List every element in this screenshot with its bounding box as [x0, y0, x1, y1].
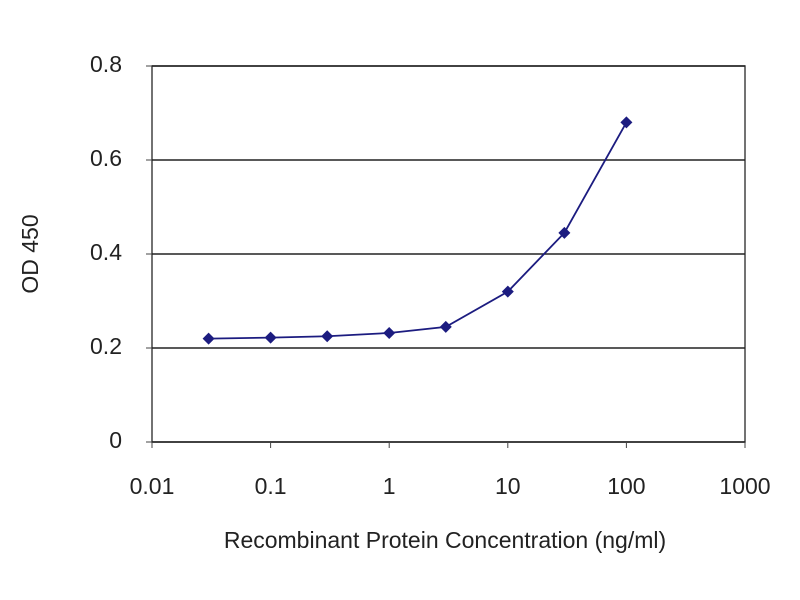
y-tick-label: 0: [109, 427, 122, 453]
series-line: [208, 121, 628, 340]
y-axis-label: OD 450: [17, 214, 43, 293]
data-point: [501, 285, 514, 298]
x-tick-label: 0.01: [130, 473, 175, 499]
y-tick-label: 0.6: [90, 145, 122, 171]
y-tick-label: 0.4: [90, 239, 122, 265]
y-tick-label: 0.8: [90, 51, 122, 77]
x-tick-label: 1: [383, 473, 396, 499]
x-tick-label: 1000: [719, 473, 770, 499]
y-tick-label: 0.2: [90, 333, 122, 359]
data-point: [264, 331, 277, 344]
data-point: [558, 226, 571, 239]
data-point: [321, 330, 334, 343]
x-tick-label: 10: [495, 473, 521, 499]
data-point: [620, 116, 633, 129]
x-tick-label: 100: [607, 473, 645, 499]
data-point: [383, 326, 396, 339]
data-point: [202, 332, 215, 345]
x-axis-label: Recombinant Protein Concentration (ng/ml…: [224, 527, 666, 553]
data-point: [439, 320, 452, 333]
x-tick-label: 0.1: [255, 473, 287, 499]
